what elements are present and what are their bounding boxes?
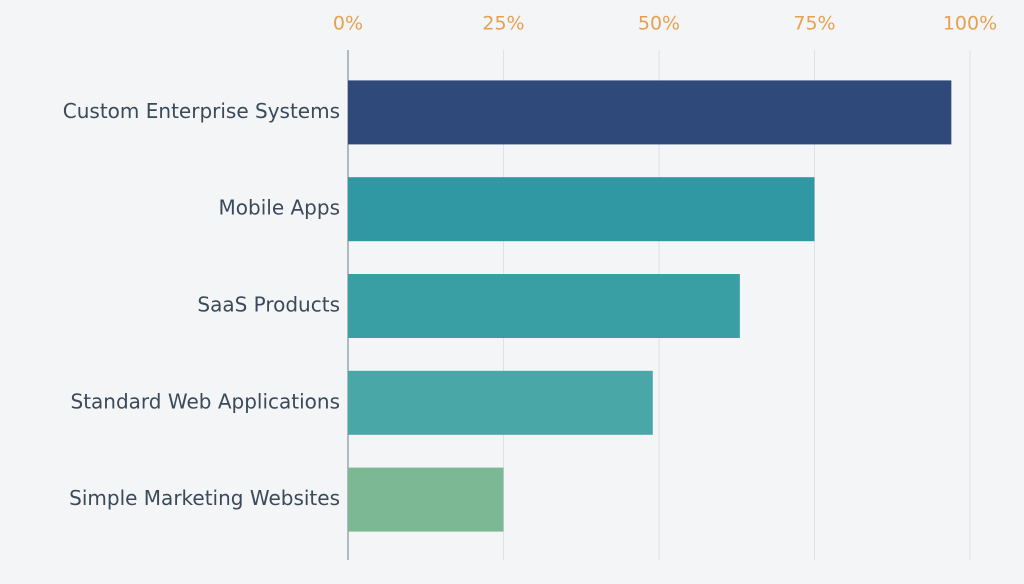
x-tick-label: 75% (793, 13, 835, 35)
bar (348, 80, 952, 145)
x-tick-label: 50% (638, 13, 680, 35)
category-label: Mobile Apps (219, 196, 340, 220)
category-label: SaaS Products (197, 293, 340, 317)
x-tick-label: 100% (943, 13, 997, 35)
bar (348, 467, 504, 532)
category-label: Custom Enterprise Systems (63, 99, 340, 123)
bar (348, 370, 653, 435)
bar (348, 177, 815, 242)
x-tick-label: 25% (482, 13, 524, 35)
x-tick-label: 0% (333, 13, 363, 35)
category-label: Simple Marketing Websites (69, 486, 340, 510)
category-label: Standard Web Applications (71, 389, 340, 413)
bar (348, 274, 740, 338)
